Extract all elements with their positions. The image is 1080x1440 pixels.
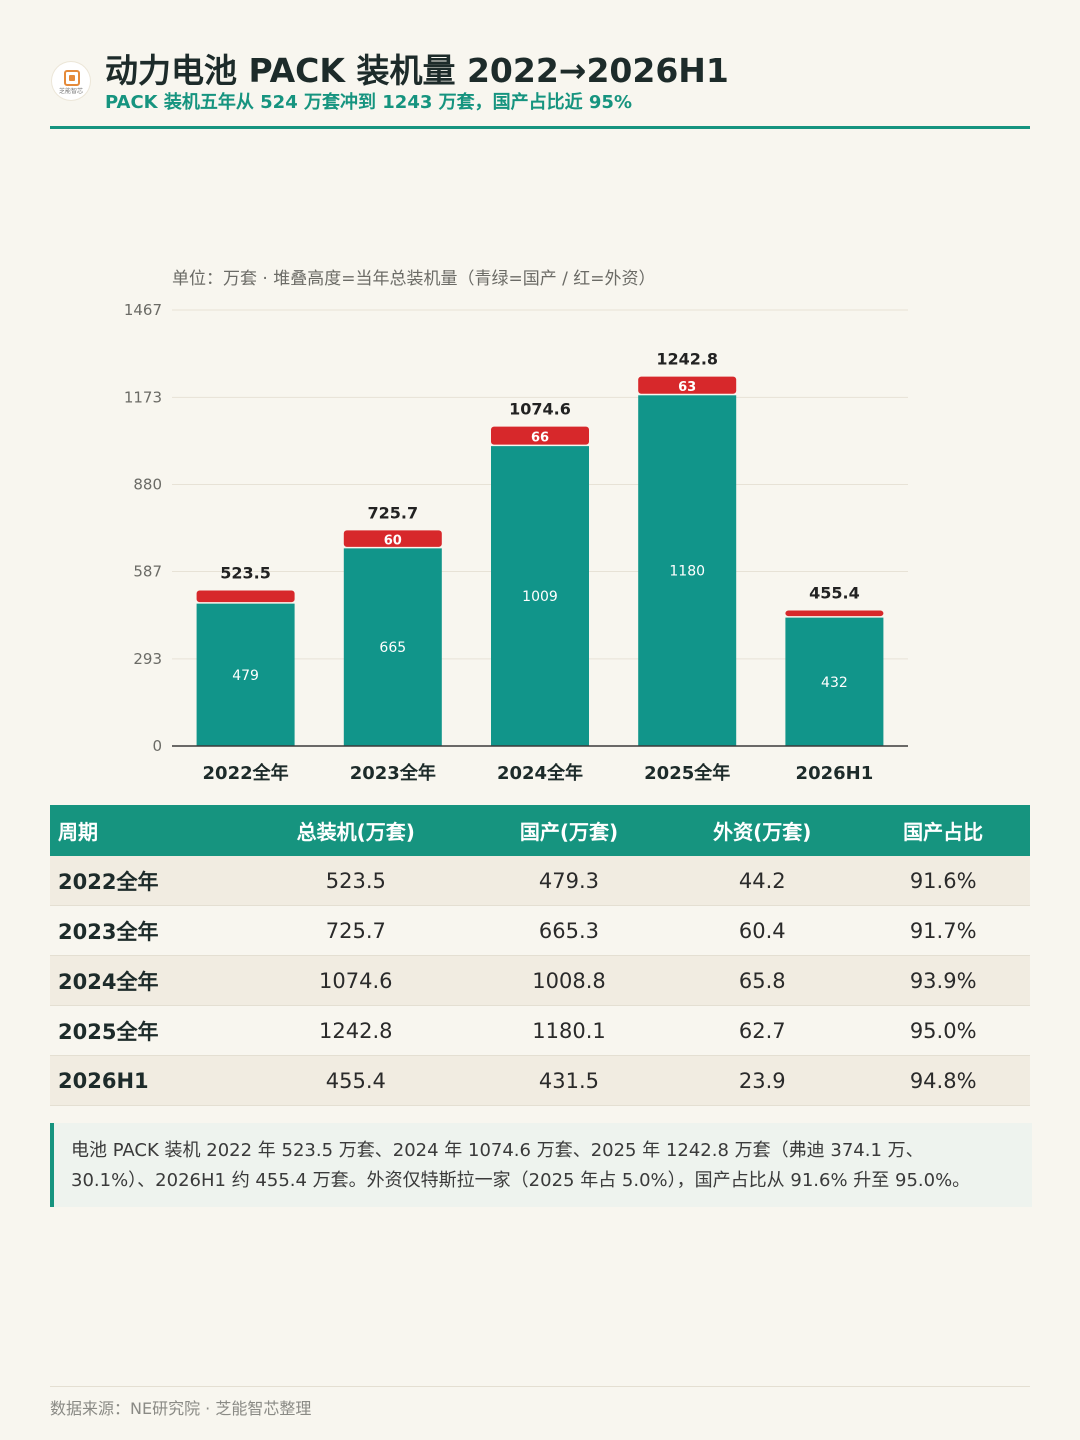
cell-period: 2026H1 [50, 1055, 242, 1106]
cell-period: 2022全年 [50, 856, 242, 906]
x-tick-label: 2023全年 [350, 762, 436, 784]
logo-icon [64, 70, 80, 86]
column-header-share: 国产占比 [856, 805, 1030, 856]
foreign-value-label: 66 [531, 430, 549, 445]
domestic-value-label: 479 [232, 668, 259, 684]
chart-unit-note: 单位：万套 · 堆叠高度=当年总装机量（青绿=国产 / 红=外资） [172, 269, 655, 289]
cell-share: 91.7% [856, 905, 1030, 956]
column-header-foreign: 外资(万套) [668, 805, 857, 856]
header-divider [50, 126, 1030, 129]
cell-domestic: 431.5 [469, 1055, 669, 1106]
cell-domestic: 479.3 [469, 856, 669, 906]
data-source: 数据来源：NE研究院 · 芝能智芯整理 [50, 1399, 312, 1418]
foreign-value-label: 63 [678, 380, 696, 395]
cell-period: 2024全年 [50, 955, 242, 1006]
column-header-total: 总装机(万套) [241, 805, 470, 856]
domestic-bar [343, 548, 442, 746]
domestic-bar [638, 395, 737, 746]
y-tick-label: 1467 [124, 301, 162, 319]
cell-foreign: 62.7 [668, 1005, 857, 1056]
total-value-label: 1074.6 [509, 400, 571, 419]
cell-total: 725.7 [241, 905, 470, 956]
column-header-domestic: 国产(万套) [469, 805, 669, 856]
cell-period: 2023全年 [50, 905, 242, 956]
cell-period: 2025全年 [50, 1005, 242, 1056]
summary-line-2: 30.1%）、2026H1 约 455.4 万套。外资仅特斯拉一家（2025 年… [71, 1170, 971, 1191]
foreign-bar [343, 530, 442, 547]
total-value-label: 455.4 [809, 584, 860, 603]
logo-text: 芝能智芯 [58, 88, 83, 95]
cell-foreign: 60.4 [668, 905, 857, 956]
y-tick-label: 587 [133, 563, 162, 581]
y-tick-label: 880 [133, 475, 162, 493]
cell-total: 523.5 [241, 856, 470, 906]
cell-foreign: 65.8 [668, 955, 857, 1006]
chart-canvas: 单位：万套 · 堆叠高度=当年总装机量（青绿=国产 / 红=外资） 0 293 587… [124, 269, 908, 784]
domestic-bar [785, 617, 884, 746]
domestic-value-label: 432 [821, 675, 848, 691]
total-value-label: 1242.8 [656, 350, 718, 369]
x-tick-label: 2025全年 [644, 762, 730, 784]
footer-divider [50, 1386, 1030, 1387]
header: 芝能智芯 动力电池 PACK 装机量 2022→2026H1 PACK 装机五年… [50, 40, 1030, 130]
domestic-bar [196, 603, 295, 746]
foreign-bar [196, 590, 295, 603]
y-tick-label: 1173 [124, 388, 162, 406]
brand-logo: 芝能智芯 [52, 62, 90, 100]
domestic-value-label: 1009 [522, 589, 558, 605]
foreign-value-label: 60 [384, 533, 402, 548]
foreign-bar [638, 376, 737, 394]
y-tick-label: 0 [152, 737, 162, 755]
page-title: 动力电池 PACK 装机量 2022→2026H1 [105, 51, 729, 90]
cell-share: 91.6% [856, 856, 1030, 906]
data-table: 周期 总装机(万套) 国产(万套) 外资(万套) 国产占比 2022全年 523… [50, 805, 1030, 1106]
column-header-period: 周期 [50, 805, 242, 856]
table-header-row: 周期 总装机(万套) 国产(万套) 外资(万套) 国产占比 [50, 805, 1030, 856]
cell-domestic: 1008.8 [469, 955, 669, 1006]
domestic-value-label: 1180 [669, 564, 705, 580]
cell-foreign: 23.9 [668, 1055, 857, 1106]
cell-share: 95.0% [856, 1005, 1030, 1056]
summary-note-text: 电池 PACK 装机 2022 年 523.5 万套、2024 年 1074.6… [71, 1136, 1011, 1196]
summary-note: 电池 PACK 装机 2022 年 523.5 万套、2024 年 1074.6… [50, 1123, 1032, 1207]
y-tick-label: 293 [133, 650, 162, 668]
x-tick-label: 2022全年 [203, 762, 289, 784]
summary-line-1: 电池 PACK 装机 2022 年 523.5 万套、2024 年 1074.6… [71, 1140, 924, 1161]
cell-domestic: 1180.1 [469, 1005, 669, 1056]
domestic-value-label: 665 [379, 640, 406, 656]
stacked-bar-chart: 单位：万套 · 堆叠高度=当年总装机量（青绿=国产 / 红=外资） 0 293 587… [0, 250, 1080, 800]
x-tick-label: 2026H1 [796, 763, 874, 784]
foreign-bar [491, 426, 589, 445]
cell-total: 455.4 [241, 1055, 470, 1106]
foreign-bar [785, 610, 884, 617]
cell-foreign: 44.2 [668, 856, 857, 906]
cell-domestic: 665.3 [469, 905, 669, 956]
table-row: 2026H1 455.4 431.5 23.9 94.8% [50, 1055, 1030, 1106]
cell-total: 1074.6 [241, 955, 470, 1006]
total-value-label: 523.5 [220, 564, 271, 583]
table-row: 2023全年 725.7 665.3 60.4 91.7% [50, 905, 1030, 956]
total-value-label: 725.7 [367, 503, 418, 522]
domestic-bar [491, 446, 589, 746]
table-row: 2022全年 523.5 479.3 44.2 91.6% [50, 856, 1030, 906]
cell-total: 1242.8 [241, 1005, 470, 1056]
cell-share: 93.9% [856, 955, 1030, 1006]
table-row: 2024全年 1074.6 1008.8 65.8 93.9% [50, 955, 1030, 1006]
table-row: 2025全年 1242.8 1180.1 62.7 95.0% [50, 1005, 1030, 1056]
page-subtitle: PACK 装机五年从 524 万套冲到 1243 万套，国产占比近 95% [105, 92, 632, 113]
cell-share: 94.8% [856, 1055, 1030, 1106]
x-tick-label: 2024全年 [497, 762, 583, 784]
